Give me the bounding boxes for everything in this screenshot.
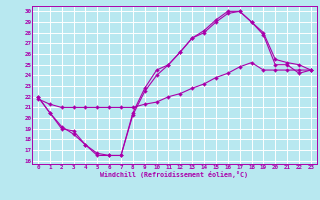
- X-axis label: Windchill (Refroidissement éolien,°C): Windchill (Refroidissement éolien,°C): [100, 171, 248, 178]
